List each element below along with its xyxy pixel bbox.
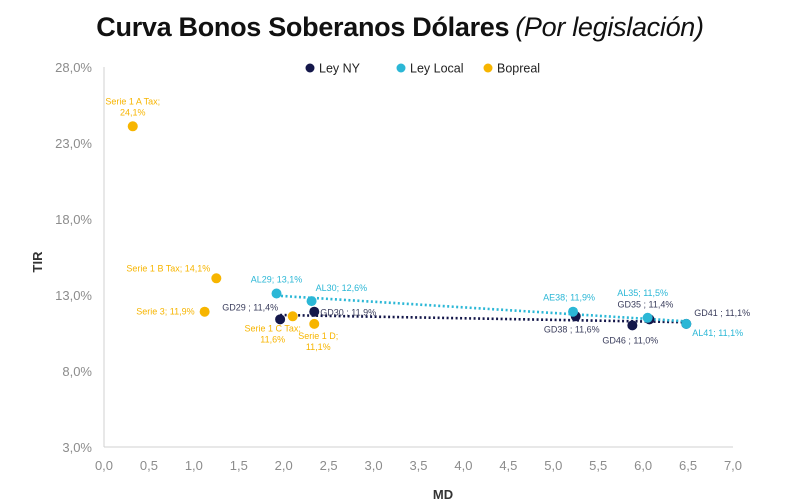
x-tick-label: 0,0 [95, 458, 113, 473]
data-label-line: 11,6% [260, 334, 285, 344]
chart-title-main: Curva Bonos Soberanos Dólares [96, 12, 510, 42]
x-tick-label: 4,0 [454, 458, 472, 473]
data-labels: GD29 ; 11,4% GD30 ; 11,9% GD38 ; 11,6%GD46… [105, 96, 750, 352]
data-label: AL41; 11,1% [692, 328, 743, 338]
data-label: Serie 1 B Tax; 14,1% [126, 263, 210, 273]
data-point [275, 314, 286, 325]
x-tick-label: 6,5 [679, 458, 697, 473]
data-label: GD41 ; 11,1% [694, 308, 750, 318]
data-label: Serie 1 C Tax; 11,6% [245, 323, 301, 344]
x-tick-label: 5,0 [544, 458, 562, 473]
chart-title: Curva Bonos Soberanos Dólares (Por legisl… [0, 12, 800, 43]
data-label: GD38 ; 11,6% [544, 324, 600, 334]
trendline-ley-ny [280, 313, 687, 324]
x-tick-label: 3,5 [409, 458, 427, 473]
data-point [306, 296, 317, 307]
data-label: Serie 1 A Tax; 24,1% [105, 96, 160, 117]
x-tick-label: 6,0 [634, 458, 652, 473]
x-axis-label: MD [433, 487, 453, 502]
trendline-ley-local [276, 294, 687, 323]
axes: 0,0 0,5 1,0 1,5 2,0 2,5 3,0 3,5 4,0 4,5 5,0 5,5 6,0 6… [55, 60, 742, 473]
data-point [271, 288, 282, 299]
y-tick-label: 23,0% [55, 136, 92, 151]
x-tick-label: 2,0 [275, 458, 293, 473]
data-label: GD30 ; 11,9% [320, 308, 376, 318]
trendlines [276, 294, 687, 324]
legend-label: Ley Local [410, 62, 464, 76]
x-tick-label: 1,5 [230, 458, 248, 473]
data-label: AE38; 11,9% [543, 293, 595, 303]
y-tick-label: 18,0% [55, 212, 92, 227]
data-label: Serie 3; 11,9% [136, 307, 194, 317]
y-tick-label: 8,0% [62, 364, 92, 379]
data-label: Serie 1 D; 11,1% [298, 331, 338, 352]
data-label-line: Serie 1 A Tax; [105, 96, 160, 106]
data-point [309, 318, 320, 329]
x-tick-label: 7,0 [724, 458, 742, 473]
x-tick-label: 5,5 [589, 458, 607, 473]
data-label: AL30; 12,6% [316, 283, 368, 293]
data-point [627, 320, 638, 331]
x-tick-label: 0,5 [140, 458, 158, 473]
chart-subtitle: (Por legislación) [515, 12, 704, 42]
data-point [681, 318, 692, 329]
legend-label: Bopreal [497, 62, 540, 76]
data-point [211, 273, 222, 284]
legend: Ley NY Ley Local Bopreal [305, 62, 540, 76]
x-tick-label: 4,5 [499, 458, 517, 473]
legend-marker-ley-ny [305, 63, 315, 73]
data-point [127, 121, 138, 132]
data-label-line: Serie 1 D; [298, 331, 338, 341]
y-axis-label: TIR [30, 251, 45, 273]
data-label: GD29 ; 11,4% [222, 302, 278, 312]
y-tick-label: 13,0% [55, 288, 92, 303]
data-label: GD46 ; 11,0% [602, 335, 658, 345]
data-label-line: 24,1% [120, 107, 146, 117]
data-point [199, 306, 210, 317]
legend-marker-ley-local [396, 63, 406, 73]
x-tick-label: 3,0 [365, 458, 383, 473]
data-label: AL29; 13,1% [251, 274, 303, 284]
data-label: GD35 ; 11,4% [617, 299, 673, 309]
x-tick-label: 1,0 [185, 458, 203, 473]
data-label-line: 11,1% [306, 342, 331, 352]
data-point [642, 312, 653, 323]
data-point [309, 306, 320, 317]
x-tick-label: 2,5 [320, 458, 338, 473]
legend-marker-bopreal [483, 63, 493, 73]
y-tick-label: 28,0% [55, 60, 92, 75]
data-label-line: Serie 1 C Tax; [245, 323, 301, 333]
data-points [127, 121, 692, 331]
data-point [287, 311, 298, 322]
legend-label: Ley NY [319, 62, 361, 76]
y-tick-label: 3,0% [62, 440, 92, 455]
data-point [568, 306, 579, 317]
data-label: AL35; 11,5% [617, 288, 668, 298]
